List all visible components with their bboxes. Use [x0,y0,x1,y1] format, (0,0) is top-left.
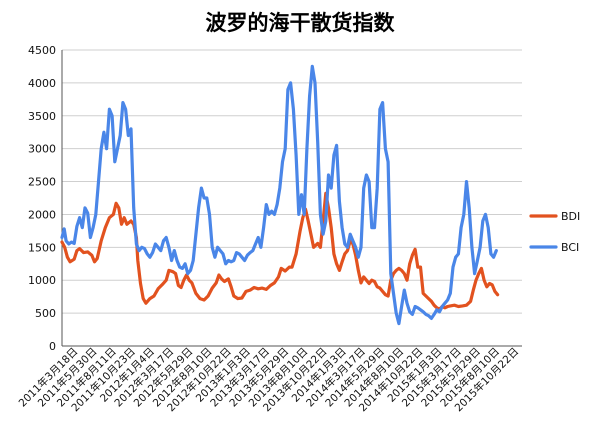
chart-title: 波罗的海干散货指数 [206,11,396,35]
y-tick-label: 1500 [28,241,56,254]
legend-label-bci: BCI [561,241,579,254]
y-tick-label: 1000 [28,274,56,287]
series-line-bdi [60,191,500,311]
y-tick-label: 4000 [28,77,56,90]
legend-label-bdi: BDI [561,210,580,223]
x-axis-ticks: 2011年3月18日2011年5月30日2011年8月11日2011年10月23… [16,345,521,414]
y-tick-label: 3000 [28,143,56,156]
y-tick-label: 500 [35,307,56,320]
y-tick-label: 2500 [28,176,56,189]
y-tick-label: 2000 [28,208,56,221]
y-tick-label: 3500 [28,110,56,123]
y-axis-ticks: 0 500 1000 1500 2000 2500 3000 3500 4000 4500 [28,44,56,353]
series-layer [60,64,500,326]
y-tick-label: 4500 [28,44,56,57]
legend: BDI BCI [529,210,580,254]
series-line-bci [60,64,498,326]
y-tick-label: 0 [49,340,56,353]
